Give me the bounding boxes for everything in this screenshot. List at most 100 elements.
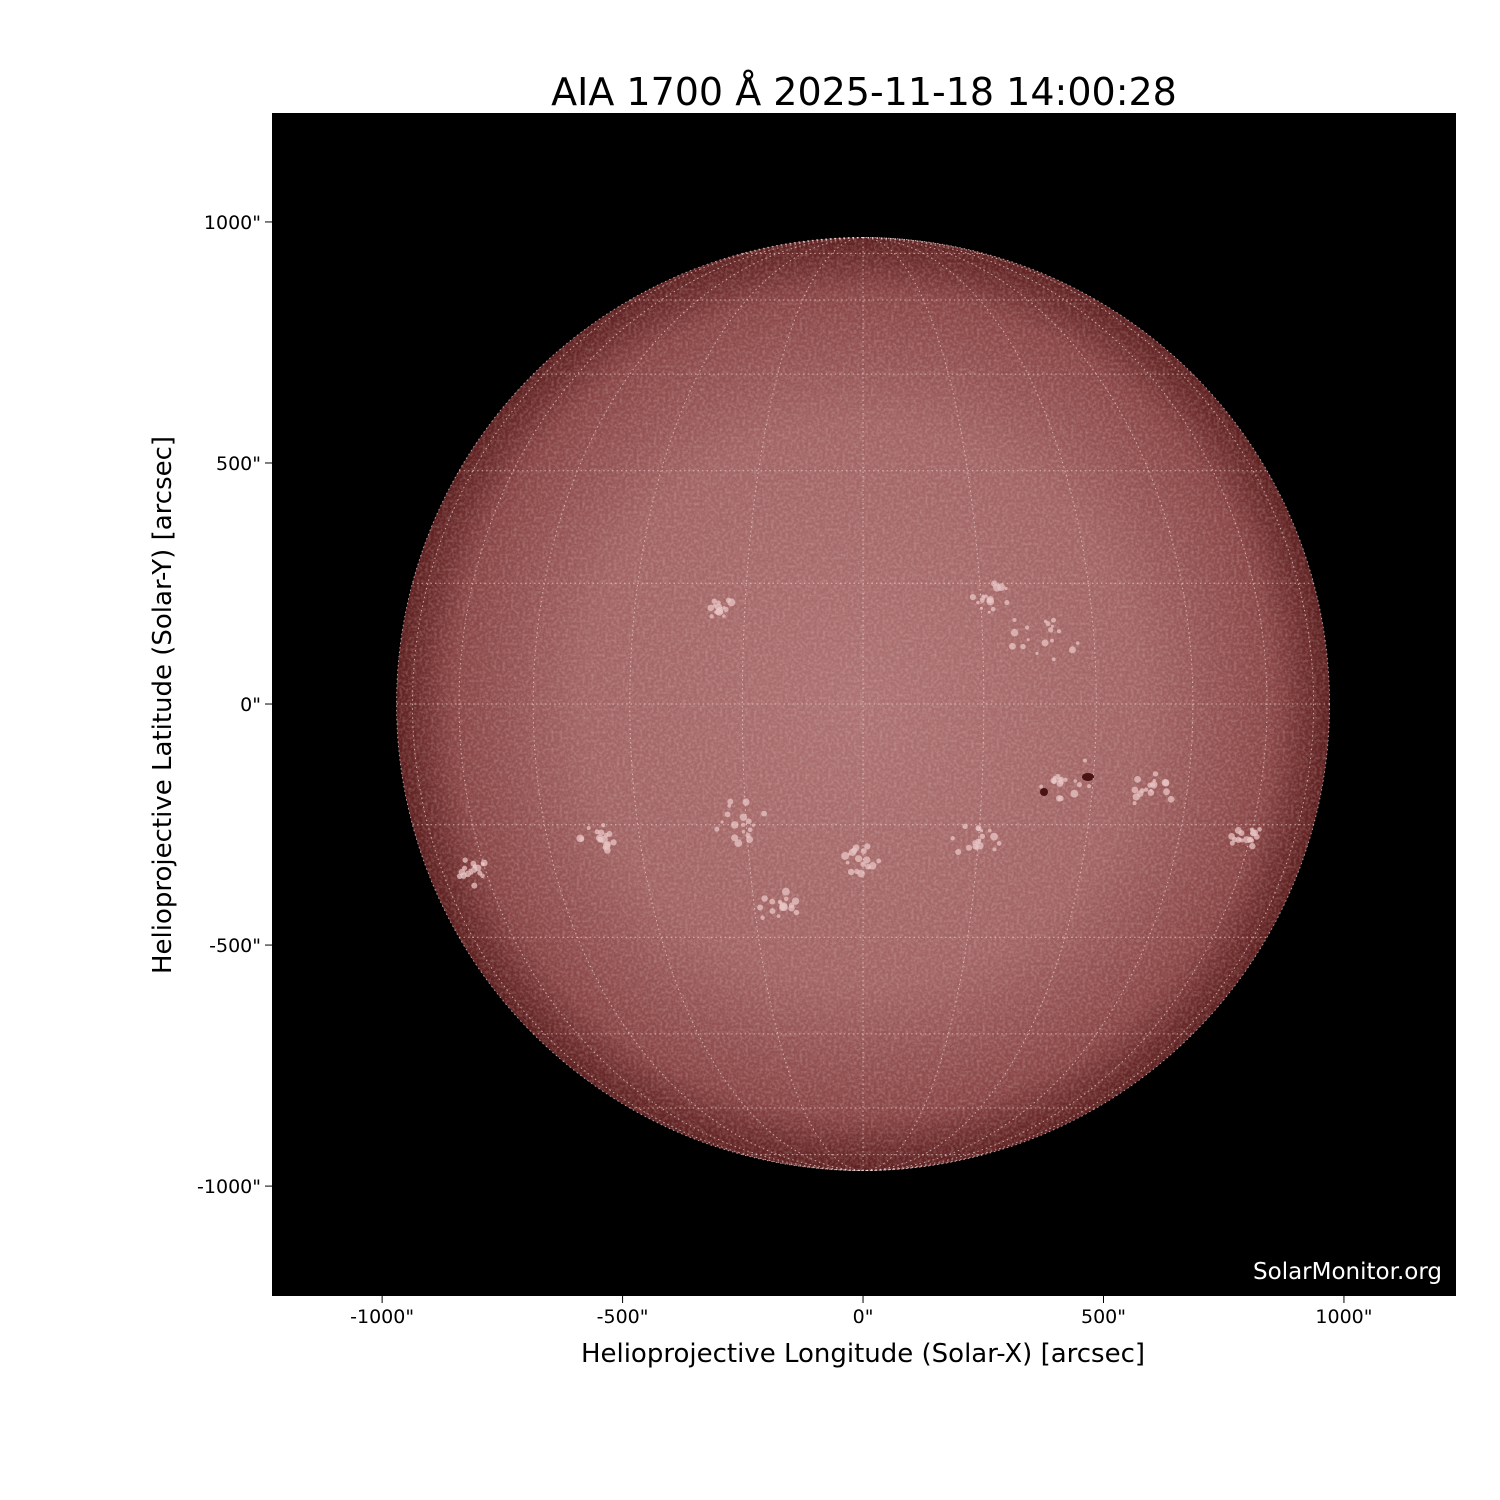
y-tick-label: -500" — [209, 935, 261, 957]
plage-patch — [716, 600, 721, 605]
plage-patch — [1162, 779, 1169, 786]
y-axis-label: Helioprojective Latitude (Solar-Y) [arcs… — [148, 436, 178, 974]
y-tick-label: 1000" — [204, 212, 261, 234]
x-tick-label: 1000" — [1315, 1306, 1372, 1328]
plage-patch — [990, 833, 998, 841]
plage-patch — [714, 827, 719, 832]
plage-patch — [997, 583, 1005, 591]
plage-patch — [987, 598, 992, 603]
plage-patch — [1056, 795, 1062, 801]
plage-patch — [970, 594, 976, 600]
plage-patch — [876, 859, 881, 864]
plage-patch — [481, 860, 488, 867]
plage-patch — [777, 914, 781, 918]
plage-patch — [606, 831, 612, 837]
plage-patch — [1073, 779, 1077, 783]
plage-patch — [1004, 600, 1009, 605]
plage-patch — [760, 916, 764, 920]
plage-patch — [1035, 652, 1038, 655]
plage-patch — [966, 845, 972, 851]
plage-patch — [725, 811, 731, 817]
plage-patch — [713, 604, 717, 608]
plage-patch — [980, 834, 985, 839]
plage-patch — [742, 799, 749, 806]
plage-patch — [1134, 776, 1141, 783]
plage-patch — [1163, 788, 1170, 795]
plage-patch — [471, 866, 477, 872]
plage-patch — [604, 847, 611, 854]
plage-patch — [1168, 796, 1175, 803]
plage-patch — [761, 811, 767, 817]
plage-patch — [770, 908, 776, 914]
sunspot — [1040, 788, 1048, 796]
plage-patch — [955, 849, 961, 855]
plage-patch — [1052, 657, 1056, 661]
plage-patch — [748, 827, 753, 832]
plage-patch — [1046, 621, 1051, 626]
plage-patch — [997, 841, 1002, 846]
plage-patch — [1148, 789, 1155, 796]
plage-patch — [1083, 759, 1087, 763]
x-tick-label: -1000" — [350, 1306, 414, 1328]
plage-patch — [1077, 782, 1082, 787]
sunspot — [1082, 773, 1094, 781]
plage-patch — [727, 799, 733, 805]
plage-patch — [988, 829, 992, 833]
y-tick-label: 0" — [240, 694, 261, 716]
plage-patch — [848, 869, 854, 875]
plage-patch — [1249, 843, 1255, 849]
plage-patch — [846, 861, 850, 865]
plage-patch — [1050, 639, 1054, 643]
x-axis-label: Helioprojective Longitude (Solar-X) [arc… — [581, 1339, 1145, 1369]
plage-patch — [465, 871, 471, 877]
plage-patch — [865, 864, 871, 870]
plage-patch — [779, 903, 785, 909]
plage-patch — [794, 910, 800, 916]
watermark: SolarMonitor.org — [1253, 1259, 1442, 1285]
plage-patch — [1257, 827, 1262, 832]
plage-patch — [595, 829, 600, 834]
plage-patch — [784, 896, 789, 901]
plage-patch — [1039, 785, 1043, 789]
plage-patch — [1027, 638, 1030, 641]
x-tick-label: 0" — [853, 1306, 874, 1328]
plage-patch — [718, 608, 722, 612]
x-tick-label: -500" — [597, 1306, 649, 1328]
plage-patch — [712, 598, 717, 603]
plage-patch — [709, 614, 713, 618]
plage-patch — [742, 830, 746, 834]
plage-patch — [857, 870, 865, 878]
plage-patch — [610, 839, 616, 845]
plage-patch — [1051, 618, 1056, 623]
plage-patch — [1025, 625, 1029, 629]
plage-patch — [1057, 629, 1061, 633]
plage-patch — [792, 897, 799, 904]
plage-patch — [757, 904, 763, 910]
plage-patch — [992, 847, 996, 851]
x-tick-label: 500" — [1081, 1306, 1126, 1328]
plage-patch — [1063, 778, 1067, 782]
plage-patch — [864, 843, 870, 849]
plage-patch — [734, 839, 742, 847]
plage-patch — [462, 857, 467, 862]
plage-patch — [1230, 841, 1235, 846]
plage-patch — [726, 598, 731, 603]
plage-patch — [723, 606, 726, 609]
plage-patch — [950, 836, 954, 840]
plage-patch — [1087, 784, 1091, 788]
plage-patch — [471, 883, 477, 889]
plage-patch — [1042, 639, 1049, 646]
plage-patch — [1057, 777, 1062, 782]
plage-patch — [1133, 801, 1137, 805]
plage-patch — [1020, 644, 1025, 649]
plage-patch — [1076, 641, 1080, 645]
plage-patch — [579, 837, 584, 842]
plage-patch — [746, 819, 752, 825]
chart-title: AIA 1700 Å 2025-11-18 14:00:28 — [551, 70, 1177, 114]
plage-patch — [1153, 771, 1158, 776]
plage-patch — [462, 866, 467, 871]
plage-patch — [1228, 833, 1235, 840]
y-tick-label: 500" — [216, 453, 261, 475]
figure: AIA 1700 Å 2025-11-18 14:00:28 -1000" -50… — [0, 0, 1500, 1500]
plage-patch — [1013, 618, 1017, 622]
